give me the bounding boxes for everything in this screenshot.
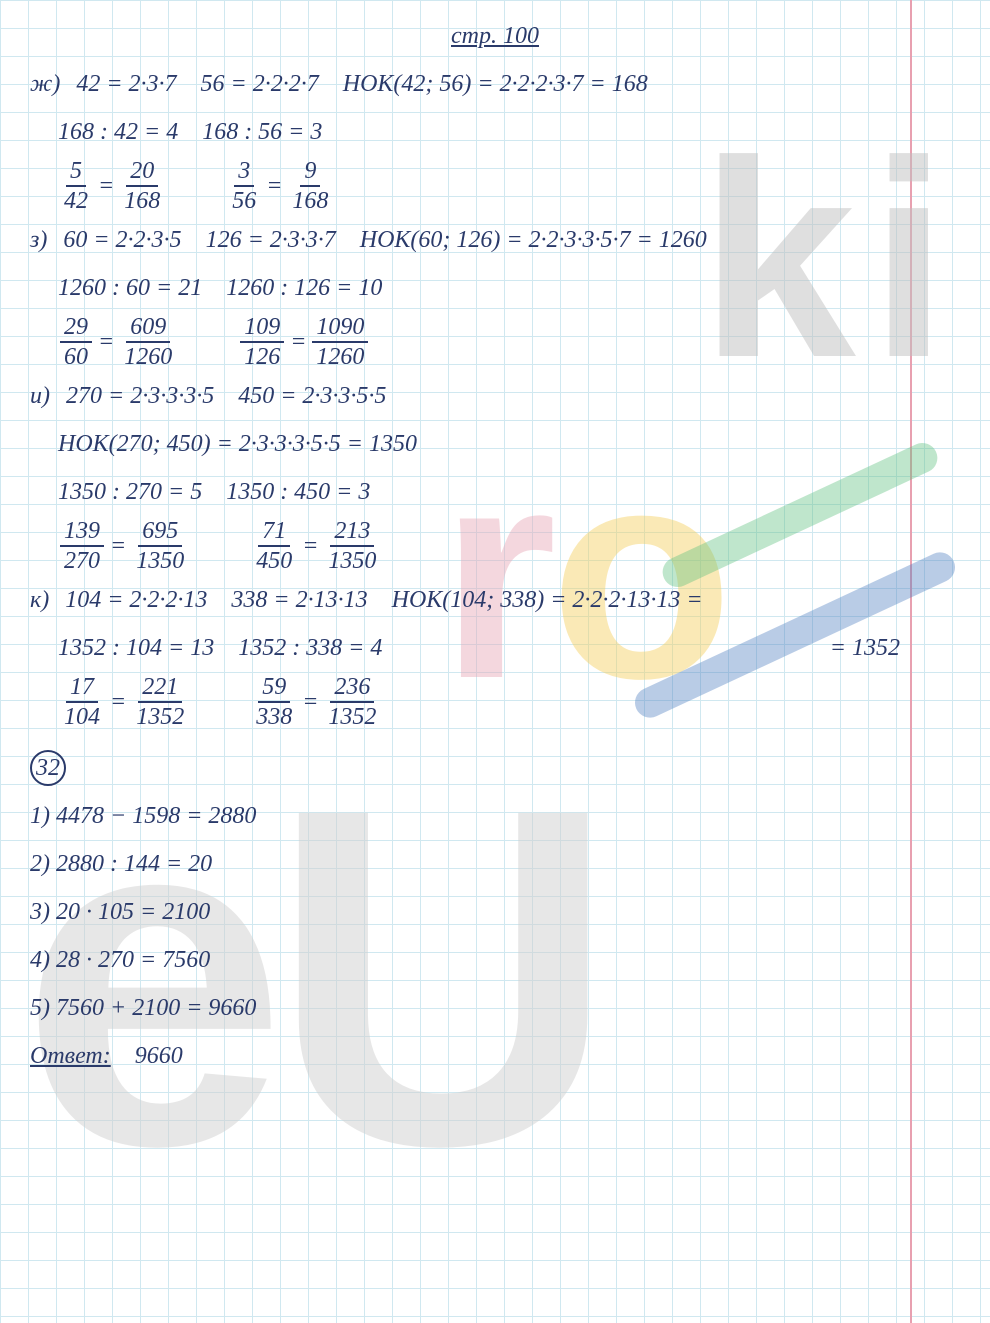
fraction-equality: 139270 = 6951350 xyxy=(58,519,190,573)
division: 1350 : 270 = 5 xyxy=(58,479,202,506)
problem-32-step: 5) 7560 + 2100 = 9660 xyxy=(30,984,960,1032)
answer-label: Ответ: xyxy=(30,1043,111,1070)
problem-label: к) xyxy=(30,587,49,614)
problem-32-step: 4) 28 · 270 = 7560 xyxy=(30,936,960,984)
calc-step: 5) 7560 + 2100 = 9660 xyxy=(30,995,256,1022)
problem-k-row2: 1352 : 104 = 13 1352 : 338 = 4 = 1352 xyxy=(30,624,960,672)
factorization: 104 = 2·2·2·13 xyxy=(65,587,207,614)
problem-zh-fractions: 542 = 20168 356 = 9168 xyxy=(30,156,960,216)
factorization: 338 = 2·13·13 xyxy=(231,587,367,614)
factorization: 126 = 2·3·3·7 xyxy=(206,227,336,254)
division: 168 : 42 = 4 xyxy=(58,119,178,146)
division: 1352 : 338 = 4 xyxy=(238,635,382,662)
problem-32-answer: Ответ: 9660 xyxy=(30,1032,960,1080)
fraction-equality: 356 = 9168 xyxy=(226,159,334,213)
factorization: 270 = 2·3·3·3·5 xyxy=(66,383,214,410)
problem-label: ж) xyxy=(30,71,60,98)
calc-step: 1) 4478 − 1598 = 2880 xyxy=(30,803,256,830)
fraction-equality: 17104 = 2211352 xyxy=(58,675,190,729)
problem-i-row1b: НОК(270; 450) = 2·3·3·3·5·5 = 1350 xyxy=(30,420,960,468)
factorization: 60 = 2·2·3·5 xyxy=(63,227,181,254)
problem-32-step: 3) 20 · 105 = 2100 xyxy=(30,888,960,936)
problem-i-fractions: 139270 = 6951350 71450 = 2131350 xyxy=(30,516,960,576)
problem-z-row1: з) 60 = 2·2·3·5 126 = 2·3·3·7 НОК(60; 12… xyxy=(30,216,960,264)
problem-32-step: 1) 4478 − 1598 = 2880 xyxy=(30,792,960,840)
answer-value: 9660 xyxy=(135,1043,183,1070)
lcm-expression: НОК(60; 126) = 2·2·3·3·5·7 = 1260 xyxy=(360,227,707,254)
calc-step: 4) 28 · 270 = 7560 xyxy=(30,947,210,974)
fraction-equality: 109126 = 10901260 xyxy=(238,315,370,369)
problem-i-row1: и) 270 = 2·3·3·3·5 450 = 2·3·3·5·5 xyxy=(30,372,960,420)
division: 1260 : 126 = 10 xyxy=(226,275,382,302)
division: 1352 : 104 = 13 xyxy=(58,635,214,662)
problem-z-fractions: 2960 = 6091260 109126 = 10901260 xyxy=(30,312,960,372)
calc-step: 3) 20 · 105 = 2100 xyxy=(30,899,210,926)
division: 168 : 56 = 3 xyxy=(202,119,322,146)
problem-k-row1: к) 104 = 2·2·2·13 338 = 2·13·13 НОК(104;… xyxy=(30,576,960,624)
problem-label: з) xyxy=(30,227,47,254)
problem-label: и) xyxy=(30,383,50,410)
problem-i-row2: 1350 : 270 = 5 1350 : 450 = 3 xyxy=(30,468,960,516)
problem-zh-row1: ж) 42 = 2·3·7 56 = 2·2·2·7 НОК(42; 56) =… xyxy=(30,60,960,108)
page-title-row: стр. 100 xyxy=(30,12,960,60)
page-title: стр. 100 xyxy=(30,23,960,50)
problem-number-circled: 32 xyxy=(30,750,66,786)
division: 1260 : 60 = 21 xyxy=(58,275,202,302)
problem-32-step: 2) 2880 : 144 = 20 xyxy=(30,840,960,888)
factorization: 56 = 2·2·2·7 xyxy=(201,71,319,98)
fraction-equality: 542 = 20168 xyxy=(58,159,166,213)
problem-z-row2: 1260 : 60 = 21 1260 : 126 = 10 xyxy=(30,264,960,312)
lcm-expression: НОК(270; 450) = 2·3·3·3·5·5 = 1350 xyxy=(58,431,417,458)
problem-zh-row2: 168 : 42 = 4 168 : 56 = 3 xyxy=(30,108,960,156)
problem-k-fractions: 17104 = 2211352 59338 = 2361352 xyxy=(30,672,960,732)
fraction-equality: 59338 = 2361352 xyxy=(250,675,382,729)
factorization: 450 = 2·3·3·5·5 xyxy=(238,383,386,410)
page-content: стр. 100 ж) 42 = 2·3·7 56 = 2·2·2·7 НОК(… xyxy=(0,0,990,1092)
lcm-expression: НОК(104; 338) = 2·2·2·13·13 = xyxy=(392,587,703,614)
lcm-continuation: = 1352 xyxy=(830,635,900,662)
calc-step: 2) 2880 : 144 = 20 xyxy=(30,851,212,878)
division: 1350 : 450 = 3 xyxy=(226,479,370,506)
fraction-equality: 2960 = 6091260 xyxy=(58,315,178,369)
factorization: 42 = 2·3·7 xyxy=(76,71,176,98)
problem-32-label-row: 32 xyxy=(30,744,960,792)
lcm-expression: НОК(42; 56) = 2·2·2·3·7 = 168 xyxy=(343,71,648,98)
fraction-equality: 71450 = 2131350 xyxy=(250,519,382,573)
